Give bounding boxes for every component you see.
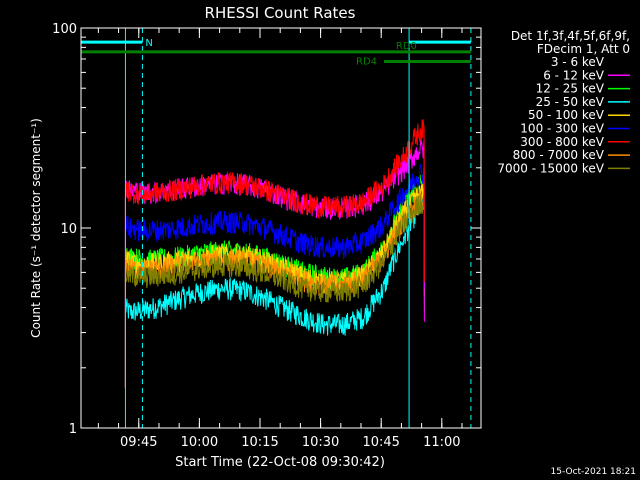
y-tick-label: 1 (69, 422, 77, 437)
x-tick-label: 11:00 (423, 435, 460, 450)
series-line-4 (124, 196, 425, 388)
chart-title: RHESSI Count Rates (205, 4, 356, 22)
legend-header-line-2: FDecim 1, Att 0 (537, 42, 630, 56)
y-axis-ticks: 1 10 100 (52, 22, 481, 437)
plot-series (124, 119, 425, 388)
legend-label-4: 25 - 50 keV (536, 95, 605, 109)
x-tick-label: 10:00 (181, 435, 218, 450)
legend-label-3: 12 - 25 keV (536, 82, 605, 96)
series-line-9 (124, 195, 425, 388)
legend-label-9: 7000 - 15000 keV (497, 161, 604, 175)
x-tick-label: 10:45 (362, 435, 399, 450)
series-line-3 (124, 174, 425, 388)
annotation-label-3: RD0 (396, 41, 417, 52)
x-tick-label: 10:15 (241, 435, 278, 450)
y-tick-label: 100 (52, 22, 77, 37)
timestamp: 15-Oct-2021 18:21 (551, 467, 636, 477)
legend-label-7: 300 - 800 keV (520, 135, 604, 149)
x-tick-label: 09:45 (120, 435, 157, 450)
legend-label-2: 6 - 12 keV (543, 68, 605, 82)
annotation-label-1: N (145, 38, 152, 49)
y-tick-label: 10 (60, 222, 77, 237)
y-axis-label: Count Rate (s⁻¹ detector segment⁻¹) (29, 118, 43, 338)
legend-label-6: 100 - 300 keV (520, 122, 604, 136)
x-tick-label: 10:30 (302, 435, 339, 450)
series-line-7 (124, 119, 425, 388)
legend: Det 1f,3f,4f,5f,6f,9f, FDecim 1, Att 0 3… (497, 29, 630, 175)
annotation-label-4: RD4 (356, 56, 377, 67)
x-axis-ticks: 09:45 10:00 10:15 10:30 10:45 11:00 (97, 28, 463, 450)
legend-label-1: 3 - 6 keV (551, 55, 605, 69)
series-line-6 (124, 163, 425, 388)
plot-annotations: N RD0 RD4 (81, 28, 472, 428)
legend-label-5: 50 - 100 keV (528, 108, 605, 122)
legend-label-8: 800 - 7000 keV (513, 148, 605, 162)
x-axis-label: Start Time (22-Oct-08 09:30:42) (175, 455, 385, 470)
legend-header-line-1: Det 1f,3f,4f,5f,6f,9f, (511, 29, 630, 43)
